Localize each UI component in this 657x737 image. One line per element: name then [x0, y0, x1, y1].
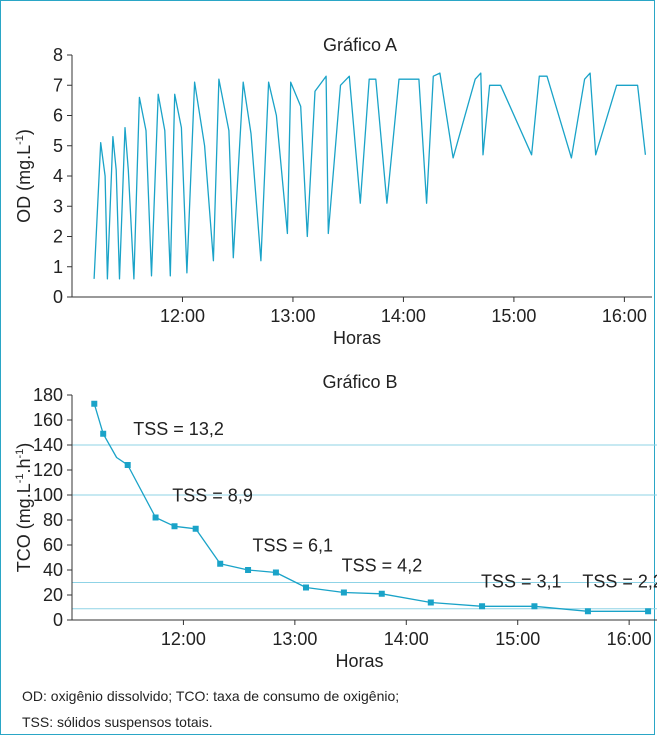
- y-tick-label: 0: [53, 287, 63, 307]
- y-tick-label: 80: [43, 510, 63, 530]
- y-tick-label: 140: [33, 435, 63, 455]
- data-point: [531, 603, 538, 610]
- data-point: [340, 589, 347, 596]
- chart-title: Gráfico A: [323, 35, 397, 55]
- series-line: [93, 72, 647, 280]
- x-tick-label: 16:00: [607, 629, 652, 649]
- x-tick-label: 14:00: [381, 306, 426, 326]
- x-tick-label: 12:00: [161, 629, 206, 649]
- x-axis-label: Horas: [333, 328, 381, 348]
- y-tick-label: 2: [53, 227, 63, 247]
- y-tick-label: 8: [53, 45, 63, 65]
- data-point: [479, 603, 486, 610]
- tss-annotation: TSS = 13,2: [133, 419, 224, 439]
- data-point: [584, 608, 591, 615]
- y-tick-label: 180: [33, 385, 63, 405]
- data-point: [91, 400, 98, 407]
- y-tick-label: 120: [33, 460, 63, 480]
- x-tick-label: 15:00: [491, 306, 536, 326]
- y-tick-label: 5: [53, 136, 63, 156]
- y-tick-label: 20: [43, 585, 63, 605]
- y-tick-label: 6: [53, 106, 63, 126]
- y-tick-label: 40: [43, 560, 63, 580]
- y-tick-label: 60: [43, 535, 63, 555]
- y-tick-label: 3: [53, 196, 63, 216]
- data-point: [171, 523, 178, 530]
- data-point: [378, 590, 385, 597]
- x-tick-label: 12:00: [160, 306, 205, 326]
- y-tick-label: 160: [33, 410, 63, 430]
- tss-annotation: TSS = 4,2: [342, 555, 423, 575]
- tss-annotation: TSS = 6,1: [253, 535, 334, 555]
- data-point: [100, 430, 107, 437]
- data-point: [124, 462, 131, 468]
- x-tick-label: 13:00: [270, 306, 315, 326]
- x-tick-label: 15:00: [495, 629, 540, 649]
- data-point: [192, 525, 199, 532]
- footnote-line-2: TSS: sólidos suspensos totais.: [22, 714, 213, 730]
- y-tick-label: 7: [53, 75, 63, 95]
- tss-annotation: TSS = 2,2: [582, 572, 657, 592]
- footnote-line-1: OD: oxigênio dissolvido; TCO: taxa de co…: [22, 688, 400, 704]
- data-point: [245, 567, 252, 573]
- x-tick-label: 14:00: [384, 629, 429, 649]
- data-point: [427, 599, 434, 606]
- y-axis-label: OD (mg.L-1): [14, 129, 34, 223]
- x-tick-label: 16:00: [602, 306, 647, 326]
- tss-annotation: TSS = 8,9: [172, 485, 253, 505]
- x-axis-label: Horas: [335, 651, 383, 671]
- data-point: [645, 608, 652, 615]
- y-tick-label: 1: [53, 257, 63, 277]
- tss-annotation: TSS = 3,1: [481, 572, 562, 592]
- x-tick-label: 13:00: [272, 629, 317, 649]
- data-point: [217, 560, 224, 567]
- y-tick-label: 0: [53, 610, 63, 630]
- y-tick-label: 100: [33, 485, 63, 505]
- data-point: [272, 569, 279, 576]
- data-point: [303, 584, 309, 591]
- y-tick-label: 4: [53, 166, 63, 186]
- chart-title: Gráfico B: [322, 372, 397, 392]
- data-point: [152, 514, 159, 521]
- chart-a: 0 1 2 3 4 5 6 7 8 12:00 13:00 14:00 15:00 16:00 Gráfic…: [14, 35, 652, 348]
- y-axis-label: TCO (mg.L-1.h-1): [14, 443, 34, 573]
- chart-b: 0 20 40 60 80 100 120 140 160 180 12:00 13:00 14:00 1…: [14, 372, 657, 671]
